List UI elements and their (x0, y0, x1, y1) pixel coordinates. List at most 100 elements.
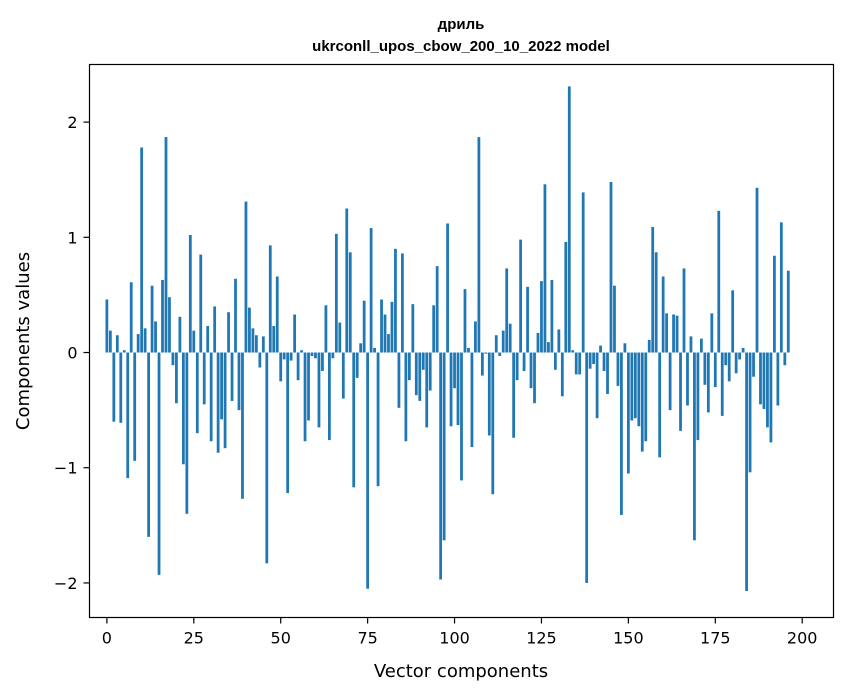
bar (720, 352, 724, 416)
bar (519, 239, 522, 353)
bar (296, 352, 300, 381)
bar (171, 352, 175, 366)
bar (348, 252, 352, 353)
bars-group (105, 86, 790, 591)
bar (540, 281, 543, 353)
bar (616, 352, 620, 386)
bar (620, 352, 623, 515)
bar (244, 201, 248, 353)
bar (613, 285, 616, 353)
bar (494, 335, 498, 353)
bar (310, 352, 314, 356)
x-tick-label: 150 (613, 629, 644, 648)
bar (505, 268, 509, 353)
bar (623, 343, 627, 353)
bar (755, 187, 759, 353)
bar (470, 352, 474, 447)
bar (571, 350, 575, 353)
bar (578, 352, 582, 375)
x-tick-label: 75 (357, 629, 377, 648)
bar (303, 352, 307, 442)
bar (227, 312, 230, 353)
bar (501, 330, 505, 353)
bar (734, 352, 738, 374)
bar (286, 352, 290, 494)
bar (338, 322, 342, 353)
bar (115, 335, 119, 353)
bar (199, 254, 203, 353)
bar (602, 352, 606, 371)
bar (143, 328, 147, 353)
bar (779, 222, 783, 353)
bar (696, 352, 700, 441)
bar (665, 313, 669, 353)
bar (140, 147, 144, 353)
bar (202, 352, 206, 405)
bar (717, 210, 721, 353)
bar (418, 352, 422, 401)
bar (700, 338, 703, 353)
bar (467, 347, 470, 353)
bar (508, 323, 512, 353)
bar (407, 352, 411, 381)
bar (484, 352, 488, 354)
bar (425, 352, 429, 428)
bar (487, 352, 491, 436)
x-tick-label: 50 (271, 629, 291, 648)
bar (251, 328, 255, 353)
bar (595, 352, 599, 419)
bar (272, 326, 276, 353)
bar (289, 352, 293, 361)
bar (762, 352, 766, 409)
bar (394, 248, 397, 353)
bar (766, 352, 769, 428)
bar (630, 352, 634, 421)
bar (547, 342, 550, 353)
bar (105, 299, 109, 353)
x-tick-label: 125 (526, 629, 557, 648)
bar (640, 352, 644, 452)
y-tick-label: 2 (67, 113, 77, 132)
bar (769, 352, 773, 443)
bar (178, 316, 182, 353)
bar (369, 228, 373, 353)
bar (477, 137, 481, 353)
bar (453, 352, 456, 389)
y-tick-label: 1 (67, 228, 77, 247)
bar (282, 352, 286, 360)
x-tick-label: 200 (787, 629, 818, 648)
bar (661, 276, 665, 353)
x-tick-label: 100 (439, 629, 470, 648)
bar (213, 306, 217, 353)
bar (536, 332, 540, 353)
bar (498, 352, 502, 356)
bar (526, 286, 529, 353)
bar (359, 343, 363, 353)
bar (682, 268, 686, 353)
bar (633, 352, 637, 419)
bar (185, 352, 189, 514)
bar (783, 352, 787, 366)
bar (414, 352, 418, 396)
bar (241, 352, 244, 499)
bar (727, 352, 731, 382)
bar (581, 192, 585, 353)
bar (672, 314, 675, 353)
bar (550, 279, 554, 353)
bar (731, 290, 735, 353)
y-tick-label: 0 (67, 344, 77, 363)
bar (460, 352, 463, 481)
bar (150, 285, 154, 353)
bar (693, 352, 696, 541)
bar (300, 350, 303, 353)
bar (522, 352, 526, 371)
bar (376, 352, 380, 487)
bar (637, 352, 641, 427)
bar (689, 336, 693, 353)
bar (397, 352, 401, 408)
bar (738, 352, 742, 360)
bar (512, 352, 516, 438)
bar (209, 352, 213, 442)
bar (675, 315, 679, 353)
bar (168, 297, 171, 353)
